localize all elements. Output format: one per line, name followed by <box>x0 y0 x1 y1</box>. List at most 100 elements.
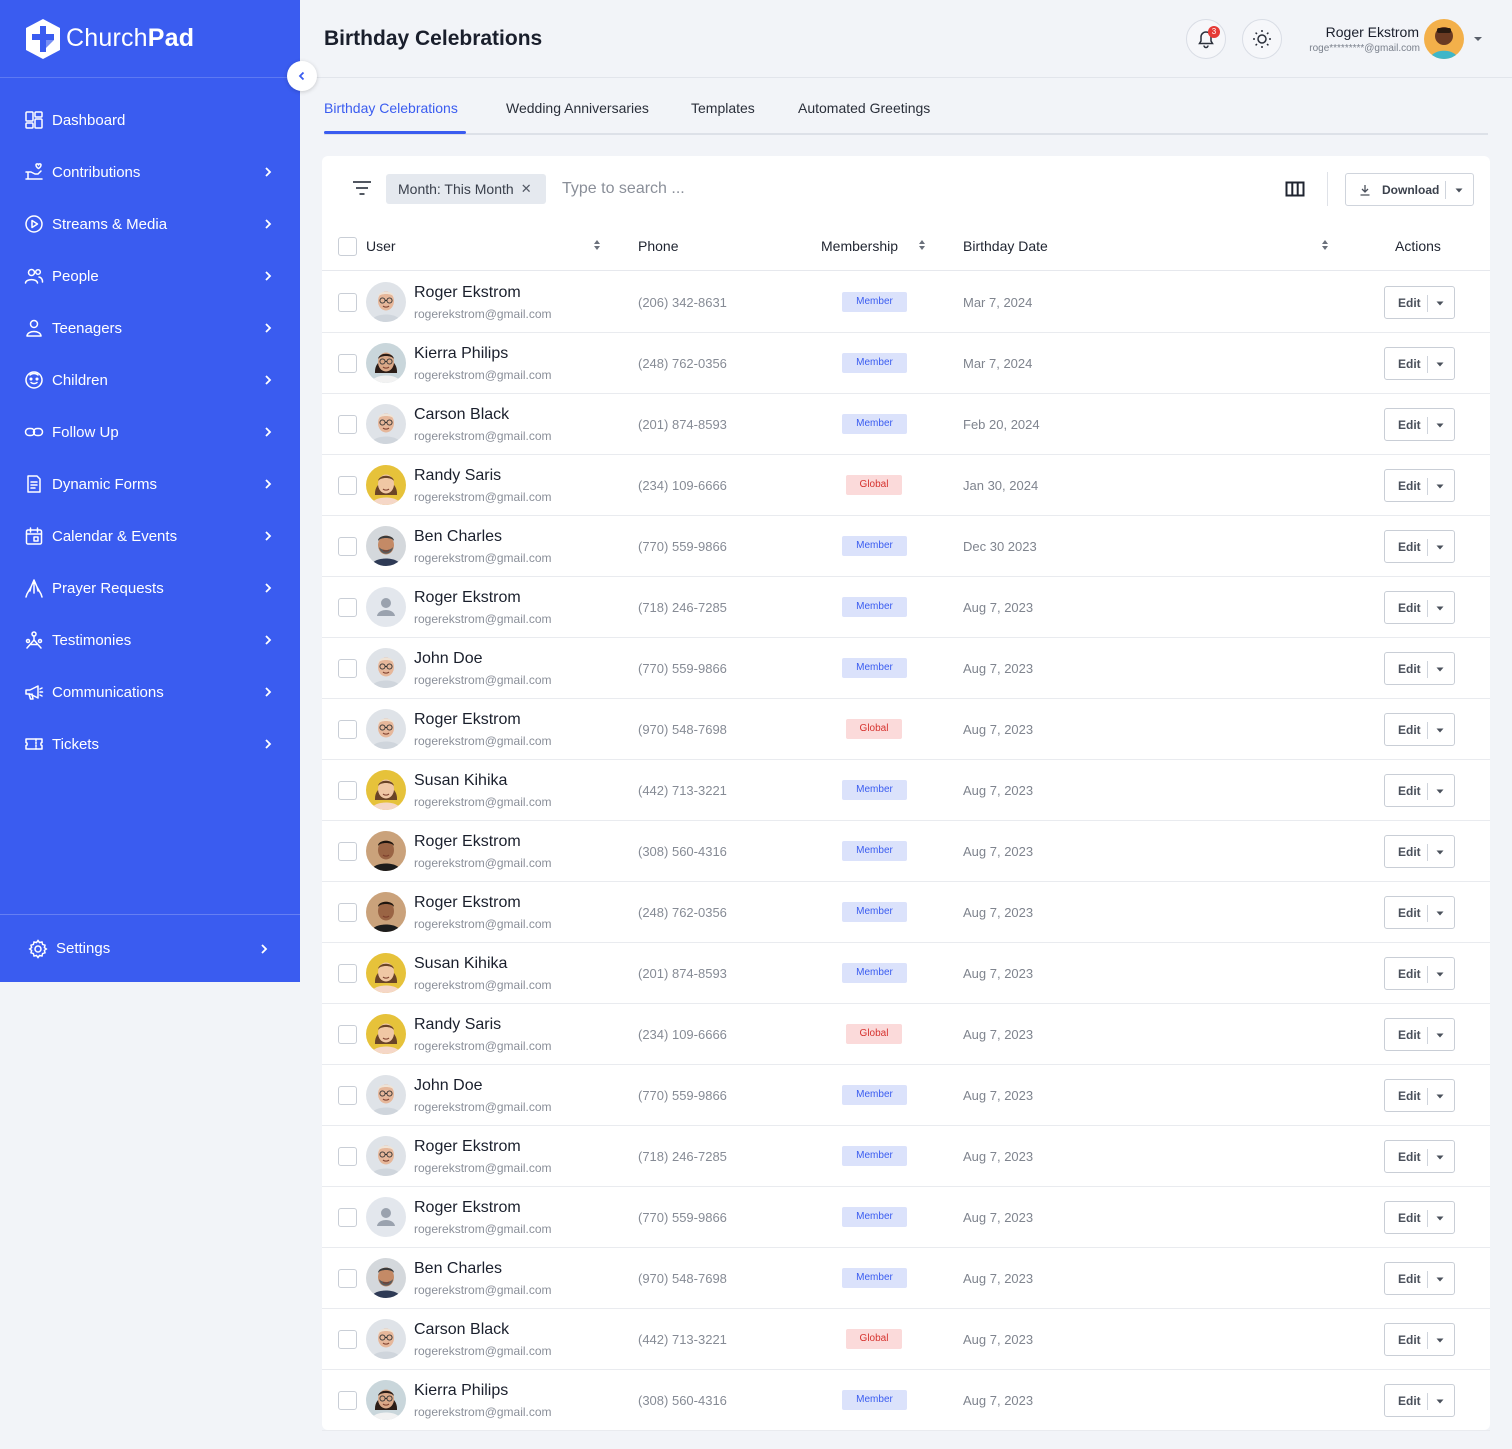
edit-button[interactable]: Edit <box>1384 469 1455 502</box>
sidebar-item-tickets[interactable]: Tickets <box>0 718 300 770</box>
edit-button[interactable]: Edit <box>1384 835 1455 868</box>
row-checkbox[interactable] <box>338 293 357 312</box>
sidebar-item-contributions[interactable]: Contributions <box>0 146 300 198</box>
sidebar-item-dynamic-forms[interactable]: Dynamic Forms <box>0 458 300 510</box>
tab-birthday-celebrations[interactable]: Birthday Celebrations <box>324 100 458 116</box>
edit-button[interactable]: Edit <box>1384 591 1455 624</box>
row-checkbox[interactable] <box>338 537 357 556</box>
edit-button[interactable]: Edit <box>1384 530 1455 563</box>
user-name[interactable]: John Doe <box>414 1077 483 1094</box>
user-name[interactable]: Susan Kihika <box>414 955 508 972</box>
tab-wedding-anniversaries[interactable]: Wedding Anniversaries <box>506 100 649 116</box>
row-checkbox[interactable] <box>338 1208 357 1227</box>
user-name[interactable]: Roger Ekstrom <box>414 284 521 301</box>
table-row[interactable]: Kierra Philips rogerekstrom@gmail.com (308… <box>322 1370 1490 1431</box>
caret-down-icon[interactable] <box>1436 1155 1444 1160</box>
filter-icon[interactable] <box>352 180 372 196</box>
caret-down-icon[interactable] <box>1436 1216 1444 1221</box>
caret-down-icon[interactable] <box>1436 850 1444 855</box>
table-row[interactable]: Roger Ekstrom rogerekstrom@gmail.com (718)… <box>322 1126 1490 1187</box>
search-input[interactable] <box>562 176 862 202</box>
user-name[interactable]: Ben Charles <box>414 528 503 545</box>
caret-down-icon[interactable] <box>1436 484 1444 489</box>
user-name[interactable]: Ben Charles <box>414 1260 503 1277</box>
sidebar-item-testimonies[interactable]: Testimonies <box>0 614 300 666</box>
columns-icon[interactable] <box>1285 181 1305 197</box>
notifications-button[interactable]: 3 <box>1186 19 1226 59</box>
row-checkbox[interactable] <box>338 598 357 617</box>
theme-toggle-button[interactable] <box>1242 19 1282 59</box>
sort-icon[interactable] <box>1322 240 1328 250</box>
sidebar-item-streams-and-media[interactable]: Streams & Media <box>0 198 300 250</box>
table-row[interactable]: John Doe rogerekstrom@gmail.com (770) 559-… <box>322 1065 1490 1126</box>
caret-down-icon[interactable] <box>1436 789 1444 794</box>
sort-icon[interactable] <box>594 240 600 250</box>
caret-down-icon[interactable] <box>1436 1399 1444 1404</box>
edit-button[interactable]: Edit <box>1384 957 1455 990</box>
table-row[interactable]: Roger Ekstrom rogerekstrom@gmail.com (718)… <box>322 577 1490 638</box>
user-name[interactable]: Roger Ekstrom <box>414 711 521 728</box>
user-name[interactable]: Roger Ekstrom <box>414 833 521 850</box>
user-avatar[interactable] <box>1424 19 1464 59</box>
edit-button[interactable]: Edit <box>1384 774 1455 807</box>
edit-button[interactable]: Edit <box>1384 896 1455 929</box>
table-row[interactable]: Roger Ekstrom rogerekstrom@gmail.com (206)… <box>322 272 1490 333</box>
tab-templates[interactable]: Templates <box>691 100 755 116</box>
row-checkbox[interactable] <box>338 1025 357 1044</box>
sidebar-item-children[interactable]: Children <box>0 354 300 406</box>
table-row[interactable]: Kierra Philips rogerekstrom@gmail.com (248… <box>322 333 1490 394</box>
sidebar-item-teenagers[interactable]: Teenagers <box>0 302 300 354</box>
edit-button[interactable]: Edit <box>1384 1262 1455 1295</box>
edit-button[interactable]: Edit <box>1384 286 1455 319</box>
sidebar-collapse-button[interactable] <box>287 61 317 91</box>
edit-button[interactable]: Edit <box>1384 408 1455 441</box>
row-checkbox[interactable] <box>338 720 357 739</box>
edit-button[interactable]: Edit <box>1384 1384 1455 1417</box>
row-checkbox[interactable] <box>338 964 357 983</box>
column-header-user[interactable]: User <box>366 238 396 254</box>
sidebar-item-prayer-requests[interactable]: Prayer Requests <box>0 562 300 614</box>
sidebar-item-people[interactable]: People <box>0 250 300 302</box>
caret-down-icon[interactable] <box>1436 1094 1444 1099</box>
caret-down-icon[interactable] <box>1436 301 1444 306</box>
user-name[interactable]: Roger Ekstrom <box>414 1138 521 1155</box>
sidebar-item-follow-up[interactable]: Follow Up <box>0 406 300 458</box>
table-row[interactable]: Carson Black rogerekstrom@gmail.com (201) … <box>322 394 1490 455</box>
user-name[interactable]: Roger Ekstrom <box>414 1199 521 1216</box>
sidebar-item-communications[interactable]: Communications <box>0 666 300 718</box>
table-row[interactable]: Randy Saris rogerekstrom@gmail.com (234) 1… <box>322 455 1490 516</box>
caret-down-icon[interactable] <box>1436 362 1444 367</box>
close-icon[interactable]: ✕ <box>520 181 532 196</box>
caret-down-icon[interactable] <box>1436 606 1444 611</box>
user-name[interactable]: Carson Black <box>414 406 510 423</box>
table-row[interactable]: Carson Black rogerekstrom@gmail.com (442) … <box>322 1309 1490 1370</box>
user-name[interactable]: Roger Ekstrom <box>414 894 521 911</box>
brand-logo[interactable]: ChurchPad <box>0 0 300 78</box>
edit-button[interactable]: Edit <box>1384 1140 1455 1173</box>
user-name[interactable]: Roger Ekstrom <box>414 589 521 606</box>
edit-button[interactable]: Edit <box>1384 1018 1455 1051</box>
caret-down-icon[interactable] <box>1436 423 1444 428</box>
user-name[interactable]: John Doe <box>414 650 483 667</box>
user-name[interactable]: Randy Saris <box>414 1016 502 1033</box>
edit-button[interactable]: Edit <box>1384 713 1455 746</box>
row-checkbox[interactable] <box>338 842 357 861</box>
row-checkbox[interactable] <box>338 476 357 495</box>
download-button[interactable]: Download <box>1345 173 1474 206</box>
column-header-membership[interactable]: Membership <box>821 238 899 254</box>
caret-down-icon[interactable] <box>1436 545 1444 550</box>
sidebar-item-dashboard[interactable]: Dashboard <box>0 94 300 146</box>
row-checkbox[interactable] <box>338 1086 357 1105</box>
row-checkbox[interactable] <box>338 415 357 434</box>
tab-automated-greetings[interactable]: Automated Greetings <box>798 100 931 116</box>
user-name[interactable]: Randy Saris <box>414 467 502 484</box>
caret-down-icon[interactable] <box>1436 1277 1444 1282</box>
row-checkbox[interactable] <box>338 1391 357 1410</box>
caret-down-icon[interactable] <box>1436 728 1444 733</box>
table-row[interactable]: Roger Ekstrom rogerekstrom@gmail.com (308)… <box>322 821 1490 882</box>
caret-down-icon[interactable] <box>1436 667 1444 672</box>
row-checkbox[interactable] <box>338 354 357 373</box>
table-row[interactable]: Roger Ekstrom rogerekstrom@gmail.com (970)… <box>322 699 1490 760</box>
table-row[interactable]: Ben Charles rogerekstrom@gmail.com (970) 5… <box>322 1248 1490 1309</box>
user-name[interactable]: Carson Black <box>414 1321 510 1338</box>
